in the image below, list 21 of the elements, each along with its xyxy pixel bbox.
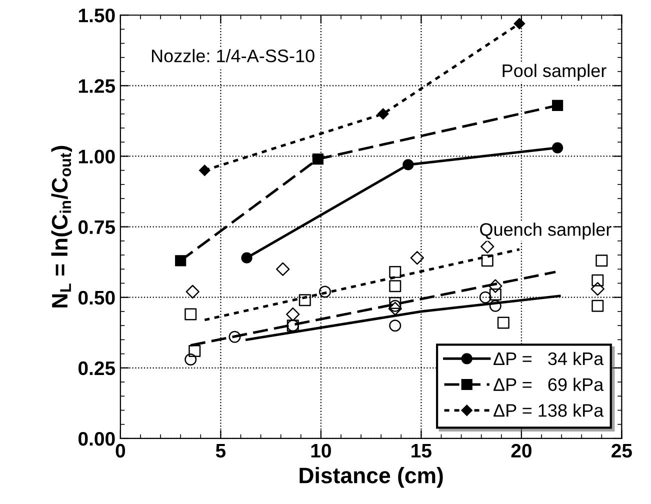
annotation: Quench sampler <box>480 222 612 240</box>
y-tick-label: 0.75 <box>78 220 116 234</box>
y-tick-label: 1.25 <box>78 79 116 93</box>
annotation: Nozzle: 1/4-A-SS-10 <box>152 49 314 62</box>
y-tick-label: 0.50 <box>78 290 115 305</box>
y-tick-label: 0.25 <box>78 361 116 376</box>
x-tick-label: 20 <box>511 444 532 458</box>
y-tick-label: 0.00 <box>78 432 115 446</box>
x-axis-title: Distance (cm) <box>300 467 443 488</box>
legend-label: ΔP = 69 kPa <box>494 378 604 391</box>
x-tick-label: 15 <box>412 444 432 458</box>
x-tick-label: 0 <box>116 444 126 458</box>
x-tick-label: 25 <box>612 444 632 458</box>
legend-label: ΔP = 138 kPa <box>494 404 604 417</box>
y-tick-label: 1.50 <box>78 8 115 22</box>
y-tick-label: 1.00 <box>78 150 115 164</box>
legend-label: ΔP = 34 kPa <box>494 352 604 366</box>
annotation: Pool sampler <box>502 64 606 81</box>
x-tick-label: 5 <box>216 444 226 458</box>
x-tick-label: 10 <box>311 444 331 458</box>
y-axis-title: N$_{L}$ = ln(C$_{in}$/C$_{out}$) <box>51 146 72 308</box>
